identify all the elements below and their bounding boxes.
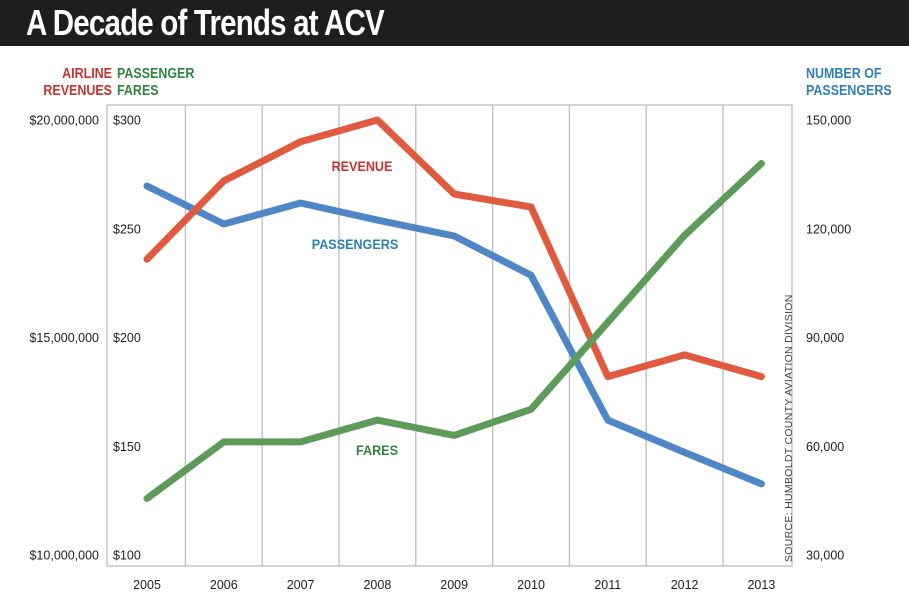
source-note: SOURCE: HUMBOLDT COUNTY AVIATION DIVISIO… [783,294,795,562]
series-labels: REVENUE PASSENGERS FARES [312,158,399,458]
fares-tick-label: $100 [113,549,141,563]
revenue-tick-label: $15,000,000 [29,331,99,345]
fares-axis-title-line1: PASSENGER [117,66,195,82]
revenue-axis-title: AIRLINE REVENUES [26,66,112,100]
fares-tick-label: $300 [113,114,141,128]
grid [106,104,793,567]
passengers-tick-label: 30,000 [806,549,844,563]
passengers-axis-title: NUMBER OF PASSENGERS [806,66,892,100]
fares-tick-label: $250 [113,222,141,236]
chart-title: A Decade of Trends at ACV [26,2,385,43]
passengers-axis-title-line1: NUMBER OF [806,66,882,82]
passengers-series-label: PASSENGERS [312,236,399,252]
passengers-tick-label: 120,000 [806,222,851,236]
revenue-axis-title-line2: REVENUES [43,83,112,99]
revenue-axis-title-line1: AIRLINE [62,66,112,82]
x-tick-label: 2007 [287,578,315,592]
revenue-series-label: REVENUE [332,158,393,174]
passengers-tick-label: 60,000 [806,440,844,454]
x-tick-label: 2013 [747,578,775,592]
fares-line [143,160,765,502]
passengers-axis-title-line2: PASSENGERS [806,83,892,99]
fares-tick-label: $200 [113,331,141,345]
x-tick-label: 2005 [133,578,161,592]
revenue-line [143,116,765,381]
x-tick-label: 2011 [594,578,621,592]
x-tick-label: 2008 [363,578,391,592]
passengers-tick-label: 150,000 [806,114,851,128]
plot-frame [106,104,793,567]
series-lines [143,116,765,502]
passengers-tick-label: 90,000 [806,331,844,345]
fares-axis-title-line2: FARES [117,83,159,99]
fares-axis-title: PASSENGER FARES [117,66,194,100]
x-tick-label: 2006 [210,578,238,592]
axis-ticks: $20,000,000 $15,000,000 $10,000,000 $300 $25… [29,114,851,593]
passengers-line [143,182,765,488]
revenue-tick-label: $10,000,000 [29,549,99,563]
x-tick-label: 2010 [517,578,545,592]
fares-series-label: FARES [356,442,398,458]
x-tick-label: 2012 [671,578,699,592]
fares-tick-label: $150 [113,440,141,454]
x-tick-label: 2009 [440,578,468,592]
title-bar: A Decade of Trends at ACV [0,0,909,46]
revenue-tick-label: $20,000,000 [29,114,99,128]
